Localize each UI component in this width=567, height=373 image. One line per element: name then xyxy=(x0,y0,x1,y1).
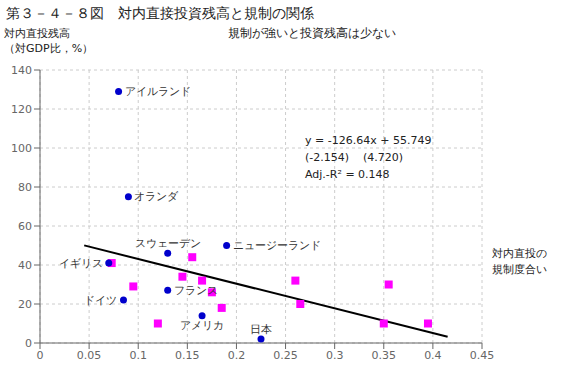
svg-text:40: 40 xyxy=(18,259,32,272)
svg-text:80: 80 xyxy=(18,181,32,194)
html-text:規制度合い: 規制度合い xyxy=(492,263,547,276)
svg-text:イギリス: イギリス xyxy=(59,257,103,270)
svg-text:0.05: 0.05 xyxy=(77,349,102,362)
svg-text:120: 120 xyxy=(11,103,32,116)
svg-text:0.4: 0.4 xyxy=(424,349,442,362)
html-text:Adj.-R² = 0.148: Adj.-R² = 0.148 xyxy=(305,168,390,181)
html-text:(-2.154) (4.720): (-2.154) (4.720) xyxy=(305,151,404,164)
html-text:対内直投の: 対内直投の xyxy=(492,247,547,260)
svg-text:ドイツ: ドイツ xyxy=(84,294,117,307)
svg-text:0.25: 0.25 xyxy=(273,349,298,362)
svg-text:アメリカ: アメリカ xyxy=(180,319,224,332)
svg-text:0: 0 xyxy=(37,349,44,362)
svg-text:フランス: フランス xyxy=(174,284,218,297)
svg-text:0.35: 0.35 xyxy=(372,349,397,362)
svg-text:0.15: 0.15 xyxy=(175,349,200,362)
svg-text:60: 60 xyxy=(18,220,32,233)
svg-text:0.1: 0.1 xyxy=(129,349,147,362)
html-text:（対GDP比，%）: （対GDP比，%） xyxy=(4,42,94,55)
html-text:規制が強いと投資残高は少ない: 規制が強いと投資残高は少ない xyxy=(228,26,396,40)
svg-text:0.3: 0.3 xyxy=(326,349,344,362)
svg-text:0: 0 xyxy=(25,337,32,350)
svg-text:20: 20 xyxy=(18,298,32,311)
svg-text:0.2: 0.2 xyxy=(228,349,246,362)
svg-text:0.45: 0.45 xyxy=(470,349,495,362)
svg-text:100: 100 xyxy=(11,142,32,155)
svg-text:ニュージーランド: ニュージーランド xyxy=(233,239,321,252)
svg-text:140: 140 xyxy=(11,64,32,77)
svg-text:アイルランド: アイルランド xyxy=(125,85,191,98)
html-text:y = -126.64x + 55.749: y = -126.64x + 55.749 xyxy=(305,134,432,147)
svg-text:スウェーデン: スウェーデン xyxy=(135,237,201,250)
svg-text:日本: 日本 xyxy=(250,323,272,336)
html-text:第３－４－８図 対内直接投資残高と規制の関係: 第３－４－８図 対内直接投資残高と規制の関係 xyxy=(6,5,314,21)
html-text:対内直投残高: 対内直投残高 xyxy=(4,27,70,40)
svg-text:オランダ: オランダ xyxy=(134,190,179,203)
